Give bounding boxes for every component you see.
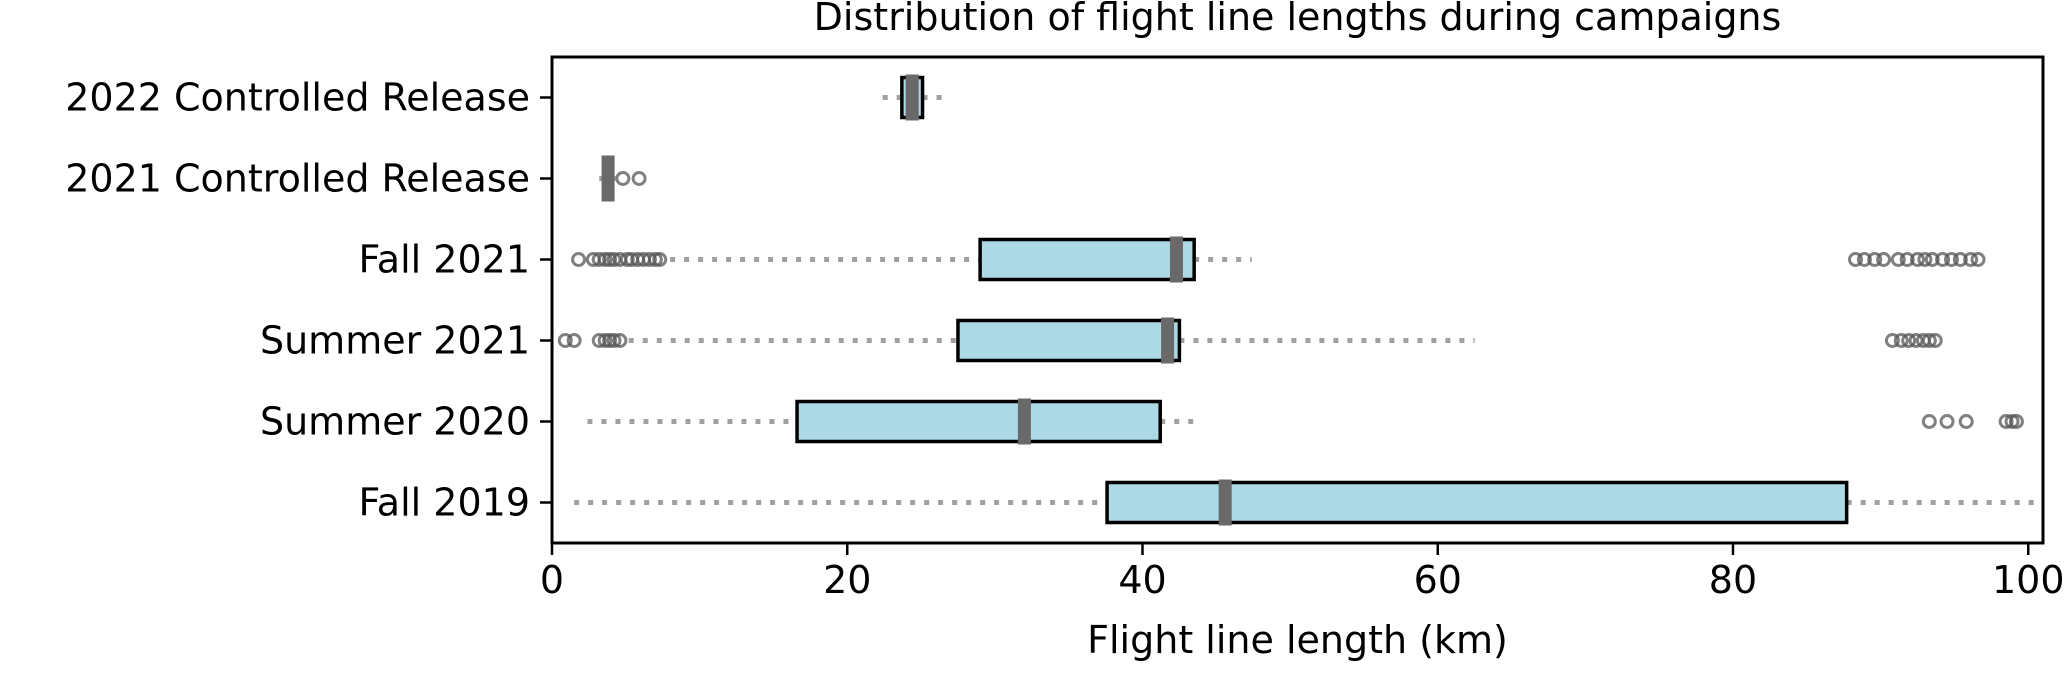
outlier-point [615, 171, 631, 186]
outlier-point [566, 333, 582, 348]
outlier-point [2008, 414, 2024, 429]
outlier-point [1943, 252, 1959, 267]
outlier-point [1901, 333, 1917, 348]
plot-area [557, 74, 2043, 526]
box-group-0 [882, 74, 944, 121]
box-group-3 [557, 317, 1943, 364]
outlier-point [631, 171, 647, 186]
x-tick-label: 40 [1118, 558, 1166, 602]
outlier-point [1935, 252, 1951, 267]
x-tick-label: 80 [1709, 558, 1757, 602]
x-axis: 0 20 40 60 80 100 [540, 543, 2065, 602]
outlier-point [1963, 252, 1979, 267]
outlier-point [1970, 252, 1986, 267]
box [795, 399, 1162, 444]
outlier-point [1917, 252, 1933, 267]
outlier-point [1998, 414, 2014, 429]
outlier-point [1924, 252, 1940, 267]
box-group-5 [574, 479, 2043, 526]
box-group-2 [571, 236, 1986, 283]
x-axis-label: Flight line length (km) [1087, 618, 1508, 662]
outlier-point [571, 252, 587, 267]
outlier-point [1910, 252, 1926, 267]
box [1105, 480, 1849, 525]
outlier-point [1921, 333, 1937, 348]
outlier-point [1899, 252, 1915, 267]
outlier-point [591, 252, 607, 267]
box [978, 237, 1196, 282]
outlier-point [1856, 252, 1872, 267]
outlier-point [557, 333, 573, 348]
outlier-point [1927, 333, 1943, 348]
outlier-point [591, 333, 607, 348]
outlier-point [1958, 414, 1974, 429]
outlier-point [612, 333, 628, 348]
outlier-point [1921, 414, 1937, 429]
y-tick-label: 2022 Controlled Release [65, 76, 530, 120]
outlier-point [1876, 252, 1892, 267]
plot-frame [550, 55, 2045, 545]
chart-title: Distribution of flight line lengths duri… [814, 0, 1782, 39]
x-tick-label: 20 [823, 558, 871, 602]
y-axis: 2022 Controlled Release 2021 Controlled R… [65, 76, 552, 525]
outlier-point [1890, 252, 1906, 267]
outlier-point [1884, 333, 1900, 348]
outlier-point [652, 252, 668, 267]
box [956, 318, 1182, 363]
box-group-4 [587, 398, 2024, 445]
box-group-1 [599, 155, 647, 202]
outlier-point [641, 252, 657, 267]
outlier-point [1952, 252, 1968, 267]
outlier-point [1939, 414, 1955, 429]
y-tick-label: Fall 2019 [358, 481, 530, 525]
outlier-point [1893, 333, 1909, 348]
x-tick-label: 100 [1992, 558, 2065, 602]
y-tick-label: 2021 Controlled Release [65, 157, 530, 201]
outlier-point [606, 333, 622, 348]
y-tick-label: Fall 2021 [358, 238, 530, 282]
y-tick-label: Summer 2020 [260, 400, 530, 444]
y-tick-label: Summer 2021 [260, 319, 530, 363]
outlier-point [1867, 252, 1883, 267]
outlier-point [1848, 252, 1864, 267]
x-tick-label: 60 [1414, 558, 1462, 602]
x-tick-label: 0 [540, 558, 564, 602]
